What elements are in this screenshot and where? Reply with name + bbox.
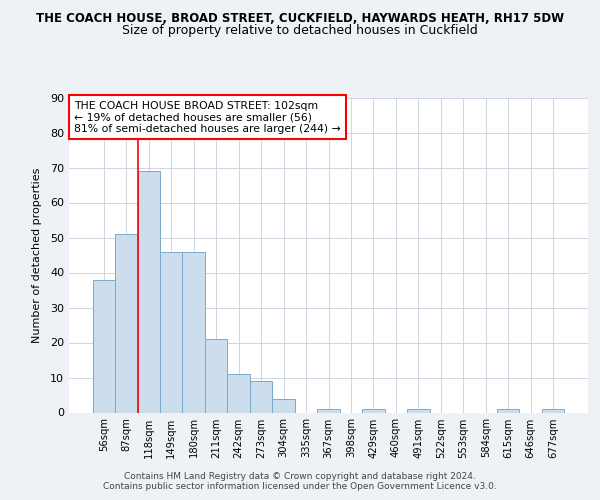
Text: Size of property relative to detached houses in Cuckfield: Size of property relative to detached ho… <box>122 24 478 37</box>
Bar <box>227 374 250 412</box>
Text: THE COACH HOUSE BROAD STREET: 102sqm
← 19% of detached houses are smaller (56)
8: THE COACH HOUSE BROAD STREET: 102sqm ← 1… <box>74 100 341 134</box>
Text: Contains HM Land Registry data © Crown copyright and database right 2024.: Contains HM Land Registry data © Crown c… <box>124 472 476 481</box>
Bar <box>137 171 160 412</box>
Bar <box>160 252 182 412</box>
Bar <box>362 409 385 412</box>
Bar <box>407 409 430 412</box>
Bar <box>182 252 205 412</box>
Y-axis label: Number of detached properties: Number of detached properties <box>32 168 41 342</box>
Bar <box>250 381 272 412</box>
Bar <box>272 398 295 412</box>
Bar <box>92 280 115 412</box>
Bar <box>115 234 137 412</box>
Text: Contains public sector information licensed under the Open Government Licence v3: Contains public sector information licen… <box>103 482 497 491</box>
Bar <box>317 409 340 412</box>
Bar <box>542 409 565 412</box>
Bar <box>497 409 520 412</box>
Bar <box>205 339 227 412</box>
Text: THE COACH HOUSE, BROAD STREET, CUCKFIELD, HAYWARDS HEATH, RH17 5DW: THE COACH HOUSE, BROAD STREET, CUCKFIELD… <box>36 12 564 26</box>
